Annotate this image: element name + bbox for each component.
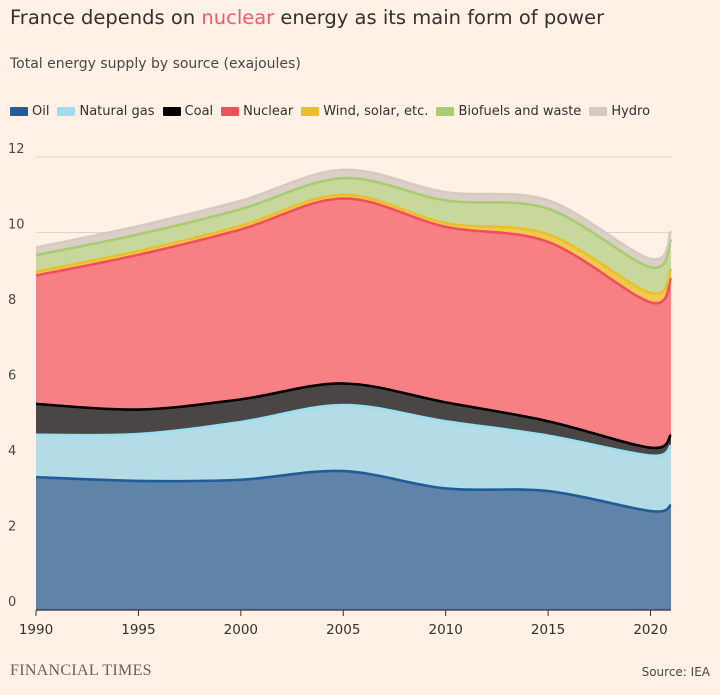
- legend-label: Biofuels and waste: [458, 104, 582, 119]
- chart-legend: Oil Natural gas Coal Nuclear Wind, solar, et…: [10, 104, 658, 119]
- stacked-area-chart: 0 2 4 6 8 10 12 1990 1995 2000 2005 2010 2015 2020: [8, 142, 673, 638]
- x-tick-label: 2010: [428, 622, 462, 638]
- y-tick-label: 8: [8, 293, 16, 308]
- y-tick-label: 4: [8, 444, 16, 459]
- x-tick-label: 2000: [224, 622, 258, 638]
- y-tick-label: 10: [8, 218, 25, 233]
- legend-swatch: [589, 107, 608, 116]
- series-line-hydro: [35, 168, 673, 261]
- legend-item: Natural gas: [57, 104, 155, 119]
- y-tick-label: 6: [8, 369, 16, 384]
- legend-label: Oil: [32, 104, 50, 119]
- title-highlight: nuclear: [201, 6, 275, 29]
- legend-item: Nuclear: [221, 104, 293, 119]
- legend-swatch: [162, 107, 181, 116]
- x-tick-label: 2020: [633, 622, 667, 638]
- legend-swatch: [221, 107, 240, 116]
- series-line-biofuels-and-waste: [35, 176, 673, 269]
- legend-label: Hydro: [611, 104, 651, 119]
- legend-item: Wind, solar, etc.: [301, 104, 428, 119]
- legend-swatch: [301, 107, 320, 116]
- chart-subtitle: Total energy supply by source (exajoules…: [10, 56, 301, 72]
- area-biofuels-and-waste: [36, 178, 671, 294]
- legend-item: Oil: [10, 104, 49, 119]
- x-tick-label: 2015: [531, 622, 565, 638]
- title-before: France depends on: [10, 6, 202, 29]
- y-tick-label: 12: [8, 142, 25, 157]
- series-line-oil: [35, 469, 672, 513]
- legend-label: Nuclear: [243, 104, 294, 119]
- legend-label: Natural gas: [79, 104, 155, 119]
- x-tick-label: 2005: [326, 622, 360, 638]
- series-line-wind-solar-etc: [35, 193, 673, 295]
- legend-item: Hydro: [589, 104, 650, 119]
- legend-swatch: [57, 107, 76, 116]
- legend-item: Coal: [162, 104, 214, 119]
- chart-title: France depends on nuclear energy as its …: [10, 6, 604, 29]
- ft-logo: FINANCIAL TIMES: [10, 662, 152, 679]
- legend-label: Coal: [184, 104, 214, 119]
- area-nuclear: [36, 198, 671, 448]
- legend-swatch: [10, 107, 28, 116]
- y-tick-label: 2: [8, 520, 16, 535]
- series-line-coal: [35, 382, 673, 450]
- legend-item: Biofuels and waste: [436, 104, 581, 119]
- y-tick-label: 0: [8, 595, 16, 610]
- source-note: Source: IEA: [641, 665, 710, 679]
- area-coal: [36, 383, 671, 456]
- area-natural-gas: [36, 405, 671, 512]
- legend-swatch: [436, 107, 455, 116]
- x-tick-label: 1990: [19, 622, 53, 638]
- legend-label: Wind, solar, etc.: [323, 104, 429, 119]
- series-line-natural-gas: [35, 403, 672, 458]
- x-tick-label: 1995: [121, 622, 155, 638]
- series-line-nuclear: [35, 197, 673, 305]
- area-oil: [36, 470, 671, 610]
- title-after: energy as its main form of power: [274, 6, 605, 29]
